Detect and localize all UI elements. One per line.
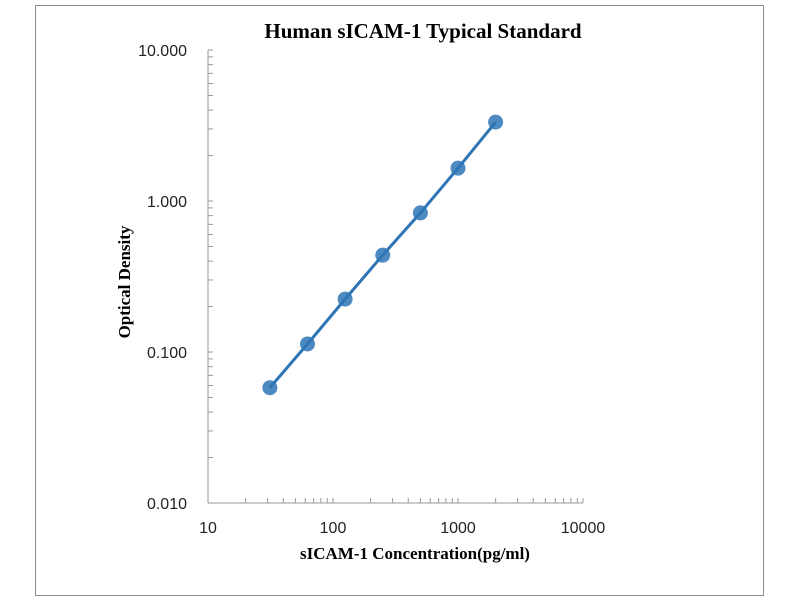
chart-frame: [35, 5, 764, 596]
x-tick-label: 100: [320, 520, 347, 537]
x-tick-label: 1000: [440, 520, 476, 537]
data-point: [488, 114, 504, 130]
y-tick-label: 10.000: [138, 43, 187, 60]
y-tick-label: 0.100: [147, 345, 187, 362]
data-point: [412, 205, 428, 221]
x-axis-label: sICAM-1 Concentration(pg/ml): [300, 544, 530, 563]
y-axis-label: Optical Density: [115, 225, 134, 338]
data-point: [450, 160, 466, 176]
chart-title: Human sICAM-1 Typical Standard: [264, 19, 582, 43]
x-tick-label: 10: [199, 520, 217, 537]
data-point: [337, 291, 353, 307]
x-tick-label: 10000: [561, 520, 606, 537]
data-point: [299, 336, 315, 352]
y-tick-label: 0.010: [147, 496, 187, 513]
data-point: [375, 247, 391, 263]
y-tick-label: 1.000: [147, 194, 187, 211]
data-point: [262, 380, 278, 396]
